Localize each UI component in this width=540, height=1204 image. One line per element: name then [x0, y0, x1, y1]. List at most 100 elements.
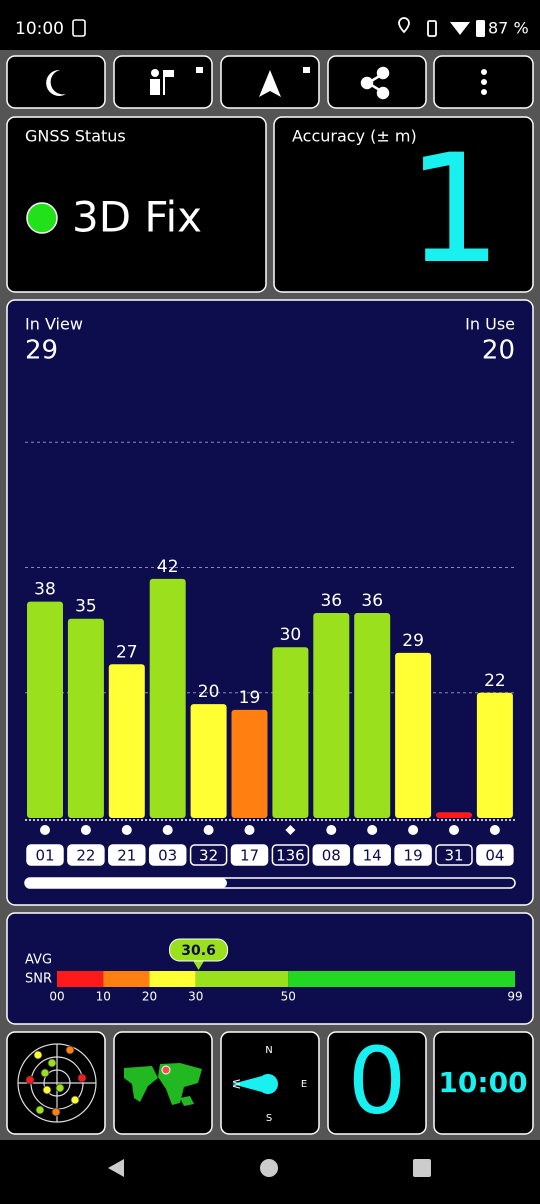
- bar-value-label: 20: [198, 682, 220, 702]
- satellite-id: 22: [76, 847, 95, 865]
- satellite-id-box: [353, 844, 391, 866]
- satellite-id: 31: [444, 847, 463, 865]
- satellite-id: 19: [404, 847, 423, 865]
- avg-snr-panel: [6, 912, 534, 1025]
- snr-segment: [195, 971, 289, 987]
- speed-tile[interactable]: [327, 1031, 427, 1135]
- accuracy-panel: [273, 116, 534, 293]
- snr-segment: [149, 971, 196, 987]
- bar: [231, 709, 268, 818]
- bar: [108, 664, 145, 818]
- night-mode-button[interactable]: [6, 55, 106, 109]
- status-time: 10:00: [15, 19, 64, 39]
- satellite-marker: [244, 825, 255, 835]
- avg-label: AVG: [25, 953, 52, 968]
- guide-icon: [150, 67, 203, 95]
- in-use-label: In Use: [465, 315, 515, 334]
- in-use-value: 20: [482, 336, 515, 366]
- satellite-marker: [285, 825, 296, 835]
- bar-value-label: 22: [484, 671, 506, 691]
- battery-icon: [476, 20, 485, 37]
- satellite-id: 03: [158, 847, 177, 865]
- snr-segment: [103, 971, 150, 987]
- snr-tick-label: 30: [188, 990, 203, 1004]
- snr-segment: [288, 971, 515, 987]
- snr-tick-label: 10: [96, 990, 111, 1004]
- satellite-id-box: [394, 844, 432, 866]
- recents-button[interactable]: [413, 1159, 431, 1177]
- bar: [27, 601, 63, 818]
- home-button[interactable]: [260, 1159, 278, 1177]
- satellite-id-box: [108, 844, 146, 866]
- satellite-marker: [449, 825, 459, 835]
- clock-tile[interactable]: [433, 1031, 534, 1135]
- satellite-id-box: [435, 844, 473, 866]
- satellite-id-box: [148, 844, 187, 866]
- in-view-value: 29: [25, 336, 58, 366]
- snr-badge-value: 30.6: [181, 943, 216, 959]
- satellite-id-box: [476, 844, 514, 866]
- compass-w: W: [230, 1079, 241, 1089]
- radar-satellites: [25, 1045, 87, 1117]
- bar: [354, 613, 391, 818]
- speed-value: 0: [348, 1027, 407, 1134]
- satellite-marker: [80, 825, 91, 835]
- location-icon: [398, 17, 410, 34]
- snr-badge: [169, 938, 229, 962]
- satellite-marker: [121, 825, 132, 835]
- wifi-icon: [450, 22, 470, 35]
- snr-tick-label: 20: [142, 990, 157, 1004]
- back-button[interactable]: [108, 1159, 124, 1177]
- snr-tick-label: 00: [49, 990, 64, 1004]
- bar: [149, 578, 186, 818]
- accuracy-title: Accuracy (± m): [292, 127, 417, 146]
- bar-value-label: 36: [361, 591, 383, 611]
- satellite-id: 32: [199, 847, 218, 865]
- share-button[interactable]: [327, 55, 427, 109]
- vibrate-icon: [427, 20, 437, 37]
- satellite-marker: [367, 825, 378, 835]
- satellite-marker: [203, 825, 214, 835]
- scroll-thumb[interactable]: [25, 878, 227, 888]
- satellite-marker: [326, 825, 337, 835]
- snr-bar-chart: 38 01 35 22 27 21 42 03 20 32 19 17 30 136 36 08 36 14 29 1…: [25, 441, 515, 866]
- satellite-marker: [489, 825, 500, 835]
- sim-icon: [72, 19, 86, 37]
- bar-value-label: 42: [157, 557, 179, 577]
- clock-value: 10:00: [438, 1066, 527, 1099]
- snr-pointer: [192, 960, 205, 970]
- snr-segment: [57, 971, 104, 987]
- compass-e: E: [301, 1079, 307, 1090]
- satellite-marker: [40, 825, 50, 835]
- satellite-id-box: [230, 844, 269, 866]
- bar-value-label: 27: [116, 642, 138, 662]
- satellite-id-box: [271, 844, 310, 866]
- bar: [436, 812, 472, 818]
- bar: [272, 647, 309, 818]
- satellite-id: 21: [117, 847, 136, 865]
- satellite-id-box: [312, 844, 351, 866]
- bar-value-label: 19: [239, 688, 261, 708]
- world-map-icon: [124, 1063, 202, 1106]
- moon-icon: [46, 69, 66, 96]
- satellite-id: 04: [485, 847, 504, 865]
- satellite-id: 14: [363, 847, 382, 865]
- satellite-id-box: [26, 844, 64, 866]
- bar: [190, 704, 227, 818]
- menu-icon: [481, 69, 487, 95]
- snr-label: SNR: [25, 972, 52, 987]
- bar-value-label: 30: [280, 625, 302, 645]
- bar-value-label: 38: [34, 580, 56, 600]
- snr-tick-label: 99: [507, 990, 522, 1004]
- satellite-marker: [162, 825, 173, 835]
- satellite-id-box: [67, 844, 105, 866]
- satellite-id: 08: [322, 847, 341, 865]
- snr-tick-label: 50: [281, 990, 296, 1004]
- navigate-icon: [259, 67, 310, 97]
- satellite-id: 136: [276, 847, 305, 865]
- accuracy-value: 1: [407, 123, 502, 297]
- satellite-marker: [408, 825, 419, 835]
- bar-value-label: 35: [75, 597, 97, 617]
- bottom-tiles: [6, 1031, 534, 1135]
